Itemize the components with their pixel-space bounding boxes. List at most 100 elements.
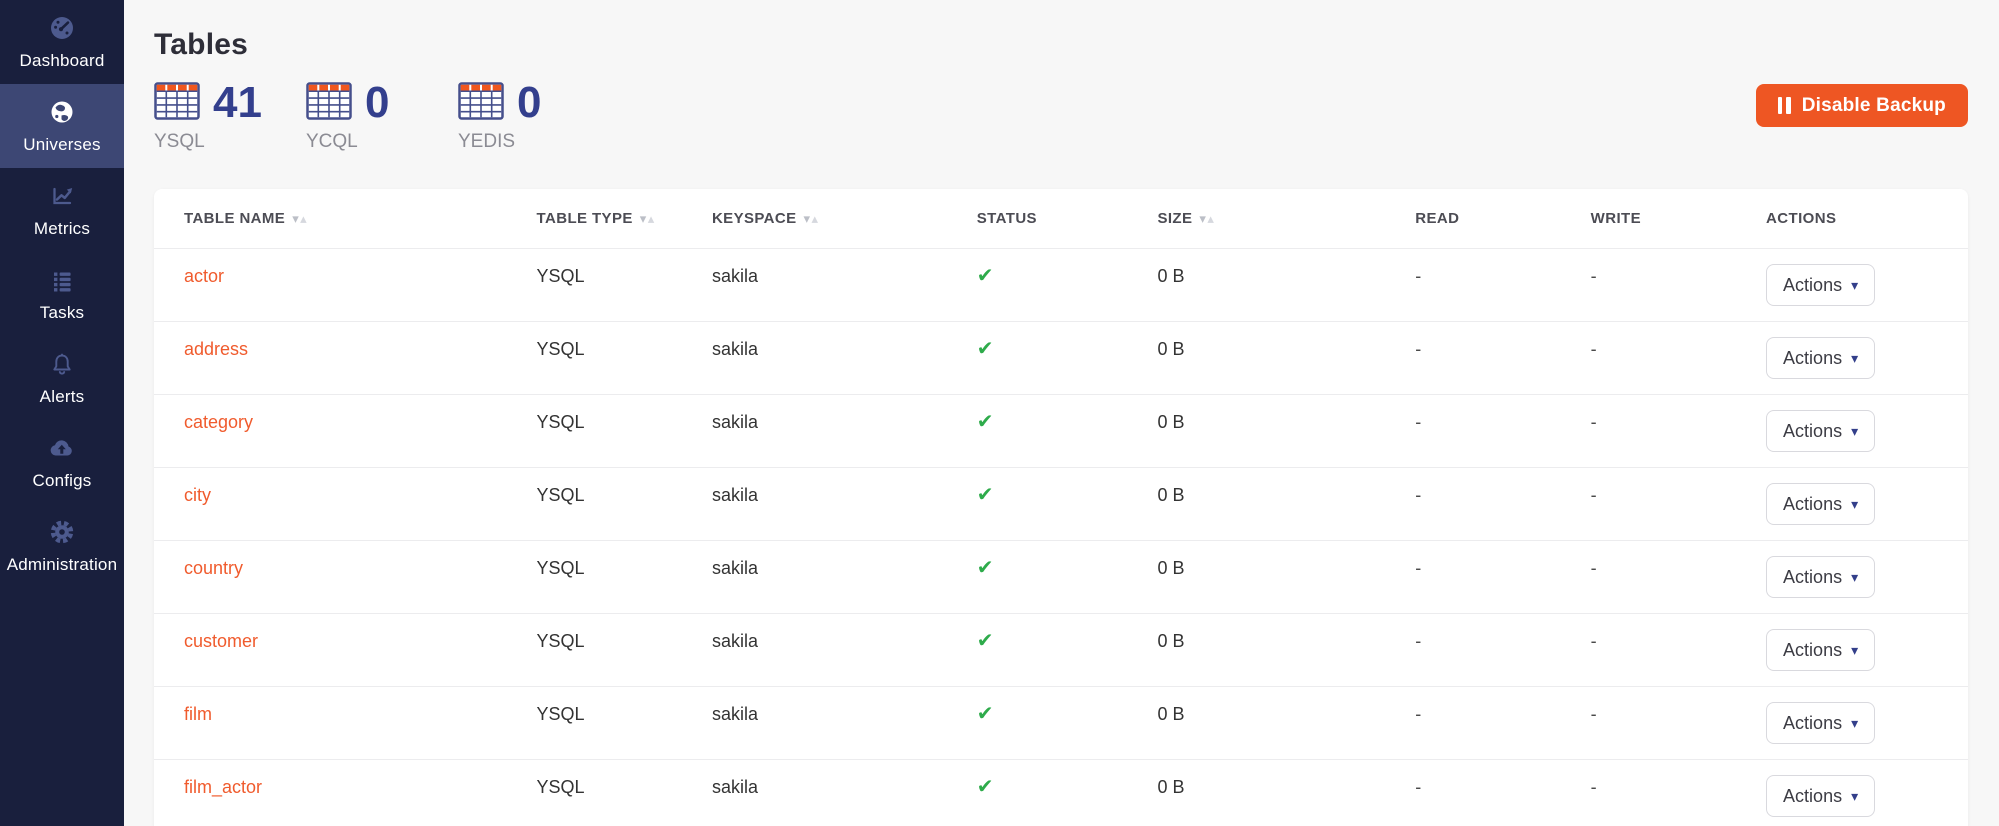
sidebar-item-tasks[interactable]: Tasks (0, 252, 124, 336)
read-cell: - (1415, 777, 1422, 797)
stat-label-ysql: YSQL (154, 131, 205, 152)
sidebar-item-alerts[interactable]: Alerts (0, 336, 124, 420)
actions-button-label: Actions (1783, 420, 1843, 441)
table-type-cell: YSQL (536, 777, 585, 797)
write-cell: - (1590, 558, 1597, 578)
sort-icon[interactable]: ▾ ▴ (292, 210, 308, 226)
sidebar-item-label: Metrics (33, 219, 91, 238)
sort-icon[interactable]: ▾ ▴ (1199, 210, 1215, 226)
caret-down-icon: ▾ (1851, 496, 1859, 512)
sidebar-item-label: Dashboard (19, 51, 105, 70)
actions-dropdown-button[interactable]: Actions ▾ (1766, 410, 1876, 452)
sort-icon[interactable]: ▾ ▴ (639, 210, 655, 226)
actions-dropdown-button[interactable]: Actions ▾ (1766, 264, 1876, 306)
actions-button-label: Actions (1783, 785, 1843, 806)
column-header-size[interactable]: SIZE ▾ ▴ (1157, 210, 1215, 227)
sidebar-item-label: Tasks (39, 303, 85, 322)
disable-backup-label: Disable Backup (1801, 94, 1946, 116)
size-cell: 0 B (1157, 266, 1185, 286)
actions-dropdown-button[interactable]: Actions ▾ (1766, 483, 1876, 525)
table-row: category YSQL sakila ✔ 0 B - - Actions ▾ (154, 395, 1968, 468)
write-cell: - (1590, 412, 1597, 432)
actions-cell: Actions ▾ (1766, 468, 1938, 540)
actions-dropdown-button[interactable]: Actions ▾ (1766, 337, 1876, 379)
status-ok-icon: ✔ (976, 630, 994, 652)
caret-down-icon: ▾ (1851, 642, 1859, 658)
size-cell: 0 B (1157, 631, 1185, 651)
actions-button-label: Actions (1783, 274, 1843, 295)
table-name-link[interactable]: address (184, 339, 249, 359)
column-header-keyspace[interactable]: KEYSPACE ▾ ▴ (711, 210, 819, 227)
size-cell: 0 B (1157, 777, 1185, 797)
table-row: address YSQL sakila ✔ 0 B - - Actions ▾ (154, 322, 1968, 395)
table-name-link[interactable]: customer (184, 631, 259, 651)
actions-cell: Actions ▾ (1766, 322, 1938, 394)
tables-card: TABLE NAME ▾ ▴ TABLE TYPE ▾ ▴ KEYSPACE ▾ ▴ … (154, 189, 1968, 826)
sidebar-item-configs[interactable]: Configs (0, 420, 124, 504)
actions-cell: Actions ▾ (1766, 760, 1938, 826)
pause-icon (1777, 97, 1791, 114)
table-type-cell: YSQL (536, 339, 585, 359)
actions-cell: Actions ▾ (1766, 395, 1938, 467)
size-cell: 0 B (1157, 558, 1185, 578)
sidebar-item-metrics[interactable]: Metrics (0, 168, 124, 252)
write-cell: - (1590, 485, 1597, 505)
table-row: city YSQL sakila ✔ 0 B - - Actions ▾ (154, 468, 1968, 541)
table-row: customer YSQL sakila ✔ 0 B - - Actions ▾ (154, 614, 1968, 687)
sidebar-item-dashboard[interactable]: Dashboard (0, 0, 124, 84)
read-cell: - (1415, 704, 1422, 724)
table-grid-icon (306, 81, 352, 125)
table-name-link[interactable]: country (184, 558, 244, 578)
size-cell: 0 B (1157, 704, 1185, 724)
sidebar-item-administration[interactable]: Administration (0, 504, 124, 588)
column-header-table-name[interactable]: TABLE NAME ▾ ▴ (184, 210, 308, 227)
table-name-link[interactable]: film_actor (184, 777, 263, 797)
column-header-write: WRITE (1590, 210, 1641, 227)
table-name-link[interactable]: city (184, 485, 211, 505)
table-grid-icon (458, 81, 504, 125)
sidebar-item-label: Alerts (39, 387, 85, 406)
actions-dropdown-button[interactable]: Actions ▾ (1766, 629, 1876, 671)
table-name-link[interactable]: category (184, 412, 254, 432)
keyspace-cell: sakila (711, 485, 758, 505)
actions-dropdown-button[interactable]: Actions ▾ (1766, 702, 1876, 744)
status-ok-icon: ✔ (976, 484, 994, 506)
gear-icon (47, 517, 77, 547)
stat-label-yedis: YEDIS (458, 131, 516, 152)
actions-dropdown-button[interactable]: Actions ▾ (1766, 775, 1876, 817)
actions-dropdown-button[interactable]: Actions ▾ (1766, 556, 1876, 598)
write-cell: - (1590, 266, 1597, 286)
table-name-link[interactable]: film (184, 704, 212, 724)
chart-line-icon (47, 181, 77, 211)
page-title: Tables (154, 28, 249, 61)
stat-count-ycql: 0 (365, 78, 390, 127)
table-type-cell: YSQL (536, 485, 585, 505)
sidebar-item-universes[interactable]: Universes (0, 84, 124, 168)
actions-cell: Actions ▾ (1766, 687, 1938, 759)
actions-cell: Actions ▾ (1766, 614, 1938, 686)
table-type-cell: YSQL (536, 558, 585, 578)
table-type-cell: YSQL (536, 266, 585, 286)
column-header-actions: ACTIONS (1766, 210, 1837, 227)
read-cell: - (1415, 339, 1422, 359)
column-header-table-type[interactable]: TABLE TYPE ▾ ▴ (536, 210, 655, 227)
read-cell: - (1415, 412, 1422, 432)
main-content: Tables 41 YS (124, 0, 1999, 826)
disable-backup-button[interactable]: Disable Backup (1755, 84, 1968, 127)
table-row: country YSQL sakila ✔ 0 B - - Actions ▾ (154, 541, 1968, 614)
table-type-cell: YSQL (536, 631, 585, 651)
caret-down-icon: ▾ (1851, 715, 1859, 731)
read-cell: - (1415, 631, 1422, 651)
write-cell: - (1590, 777, 1597, 797)
keyspace-cell: sakila (711, 558, 758, 578)
dashboard-gauge-icon (47, 13, 77, 43)
status-ok-icon: ✔ (976, 557, 994, 579)
caret-down-icon: ▾ (1851, 277, 1859, 293)
table-header-row: TABLE NAME ▾ ▴ TABLE TYPE ▾ ▴ KEYSPACE ▾ ▴ … (154, 189, 1968, 249)
table-name-link[interactable]: actor (184, 266, 225, 286)
globe-icon (47, 97, 77, 127)
stat-ycql: 0 YCQL (306, 78, 458, 153)
keyspace-cell: sakila (711, 631, 758, 651)
sort-icon[interactable]: ▾ ▴ (803, 210, 819, 226)
actions-button-label: Actions (1783, 712, 1843, 733)
